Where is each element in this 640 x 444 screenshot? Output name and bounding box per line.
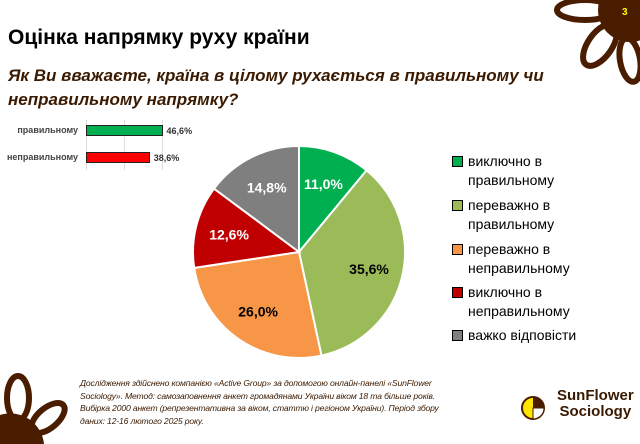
pie-data-label: 14,8% bbox=[247, 180, 287, 196]
methodology-note: Дослідження здійснено компанією «Active … bbox=[80, 378, 439, 426]
pie-label-box bbox=[236, 301, 281, 322]
pie-label-box bbox=[347, 259, 392, 280]
pie-data-label: 26,0% bbox=[238, 303, 278, 319]
pie-label-box bbox=[301, 174, 346, 195]
sunflower-logo-icon bbox=[521, 396, 545, 420]
bar-label-incorrect: неправильному bbox=[6, 152, 78, 162]
survey-question: Як Ви вважаєте, країна в цілому рухаєтьс… bbox=[8, 66, 544, 109]
pie-slice bbox=[298, 144, 368, 255]
bar-value-correct: 46,6% bbox=[166, 126, 193, 136]
gridline bbox=[86, 120, 87, 170]
pie-label-box bbox=[207, 224, 252, 245]
bar-label-correct: правильному bbox=[17, 125, 78, 135]
pie-slice bbox=[212, 144, 300, 254]
bar-value-incorrect: 38,6% bbox=[153, 153, 180, 163]
sunflower-decor-bottom-left bbox=[0, 373, 68, 444]
pie-data-label: 35,6% bbox=[349, 261, 389, 277]
pie-data-label: 12,6% bbox=[209, 227, 249, 243]
legend-item: виключно в правильному bbox=[452, 152, 554, 190]
bar-incorrect bbox=[86, 152, 150, 163]
legend-item: переважно в правильному bbox=[452, 196, 554, 234]
bar-correct bbox=[86, 125, 163, 136]
pie-data-label: 11,0% bbox=[304, 176, 343, 192]
legend-item: переважно в неправильному bbox=[452, 240, 570, 278]
page-title: Оцінка напрямку руху країни bbox=[8, 26, 310, 49]
legend-item: важко відповісти bbox=[452, 326, 576, 345]
pie-chart: 11,0% 35,6% 26,0% 12,6% 14,8% bbox=[192, 144, 406, 359]
sunflower-logo: SunFlower Sociology bbox=[557, 387, 634, 420]
pie-label-box bbox=[244, 177, 289, 198]
page-number: 3 bbox=[622, 7, 628, 18]
legend-item: виключно в неправильному bbox=[452, 283, 570, 321]
gridline bbox=[124, 120, 125, 170]
gridline bbox=[162, 120, 163, 170]
